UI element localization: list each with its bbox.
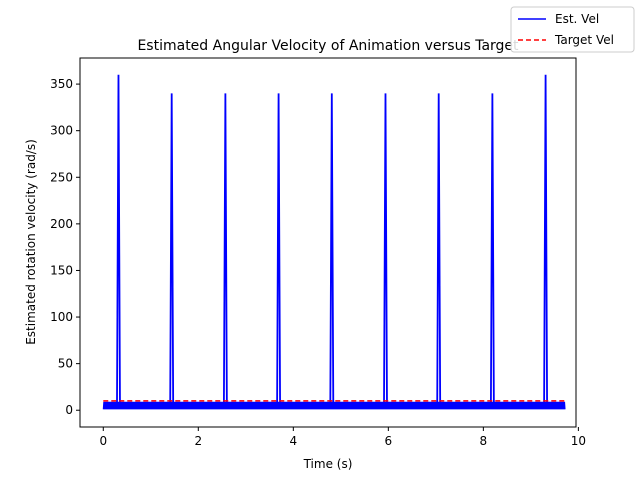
x-tick-label: 8 — [480, 434, 488, 448]
x-axis-label: Time (s) — [303, 457, 353, 471]
y-tick-label: 50 — [58, 357, 73, 371]
y-axis-label: Estimated rotation velocity (rad/s) — [24, 139, 38, 345]
est-vel-spike — [329, 93, 335, 408]
x-tick-label: 0 — [99, 434, 107, 448]
est-vel-spike — [116, 74, 121, 408]
x-tick-label: 6 — [385, 434, 393, 448]
x-tick-label: 4 — [289, 434, 297, 448]
legend: Est. Vel Target Vel — [510, 6, 635, 53]
x-ticks: 0 2 4 6 8 10 — [99, 427, 586, 448]
plot-area — [80, 58, 576, 427]
est-vel-spike — [169, 93, 175, 408]
legend-label-target-vel: Target Vel — [554, 33, 614, 47]
est-vel-spike — [489, 93, 495, 408]
y-tick-label: 0 — [65, 403, 73, 417]
legend-label-est-vel: Est. Vel — [555, 12, 599, 26]
x-tick-label: 10 — [571, 434, 586, 448]
y-ticks: 0 50 100 150 200 250 300 350 — [50, 77, 80, 417]
est-vel-spike — [436, 93, 442, 408]
y-tick-label: 150 — [50, 263, 73, 277]
y-tick-label: 100 — [50, 310, 73, 324]
est-vel-spike — [543, 74, 548, 408]
chart-title: Estimated Angular Velocity of Animation … — [137, 38, 519, 54]
y-tick-label: 200 — [50, 217, 73, 231]
plot-frame — [79, 57, 577, 428]
est-vel-spike — [383, 93, 388, 408]
est-vel-spike — [222, 93, 228, 408]
series-layer — [102, 74, 566, 410]
est-vel-baseline — [102, 401, 566, 410]
y-tick-label: 250 — [50, 170, 73, 184]
est-vel-spike — [276, 93, 281, 408]
y-tick-label: 300 — [50, 124, 73, 138]
x-tick-label: 2 — [194, 434, 202, 448]
y-tick-label: 350 — [50, 77, 73, 91]
